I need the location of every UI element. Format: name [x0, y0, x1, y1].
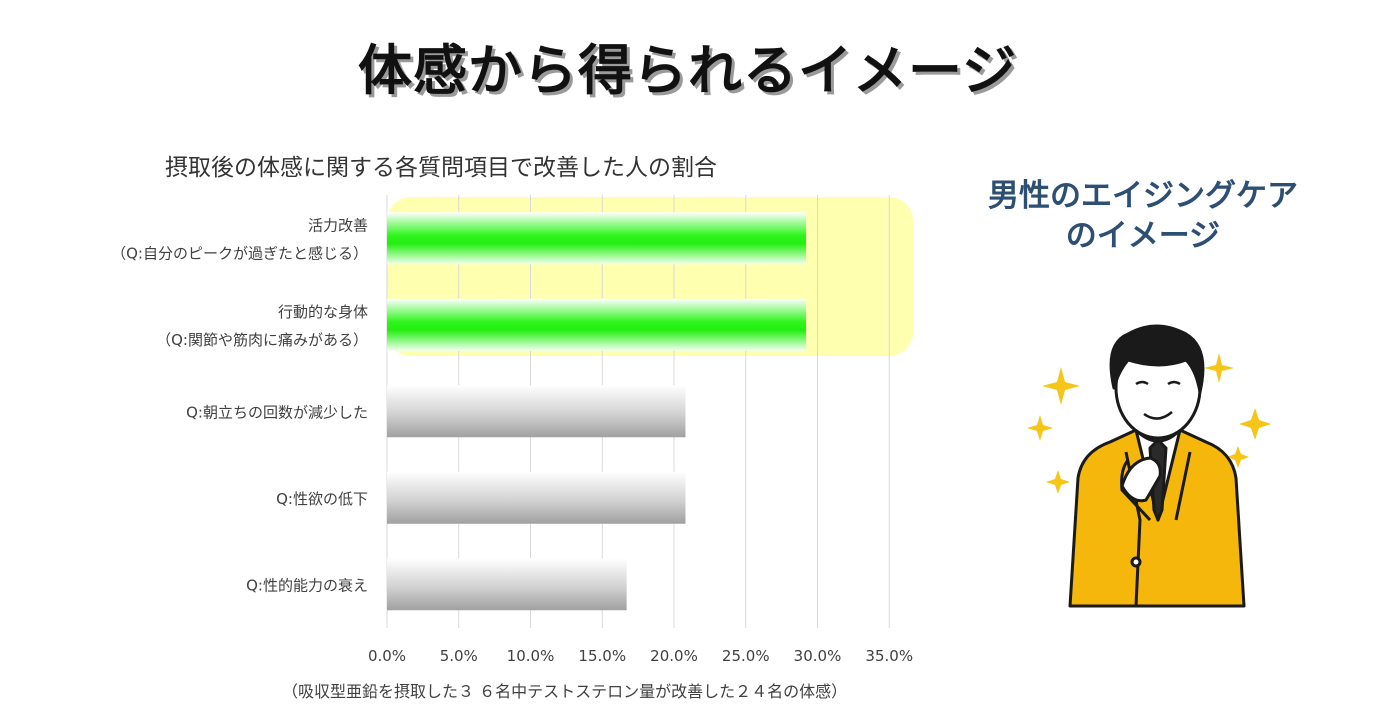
- category-label: Q:性欲の低下: [276, 490, 368, 508]
- x-tick-label: 10.0%: [507, 647, 555, 665]
- sparkle-icon: [1204, 353, 1234, 383]
- category-label: 活力改善: [308, 216, 368, 234]
- sparkle-icon: [1227, 446, 1249, 468]
- sparkle-icon: [1042, 367, 1080, 405]
- x-tick-label: 5.0%: [440, 647, 478, 665]
- bar: [387, 212, 807, 265]
- bar: [387, 385, 686, 438]
- bar: [387, 558, 627, 611]
- chart-footnote: （吸収型亜鉛を摂取した３ ６名中テストステロン量が改善した２４名の体感）: [282, 682, 848, 701]
- category-label: （Q:関節や筋肉に痛みがある）: [156, 331, 368, 349]
- x-tick-label: 35.0%: [865, 647, 913, 665]
- bar: [387, 471, 686, 524]
- category-label: Q:朝立ちの回数が減少した: [186, 403, 368, 421]
- x-tick-label: 20.0%: [650, 647, 698, 665]
- man-figure: [1068, 324, 1246, 608]
- sparkle-icon: [1027, 415, 1053, 441]
- page-title: 体感から得られるイメージ: [358, 39, 1017, 102]
- side-title: 男性のエイジングケア のイメージ: [968, 176, 1318, 256]
- side-title-line-2: のイメージ: [1065, 218, 1221, 254]
- bar-chart: 活力改善 （Q:自分のピークが過ぎたと感じる） 行動的な身体 （Q:関節や筋肉に痛みが…: [111, 195, 914, 665]
- sparkle-icon: [1046, 470, 1070, 494]
- sparkle-icon: [1239, 408, 1271, 440]
- side-title-line-1: 男性のエイジングケア: [988, 178, 1298, 214]
- category-label: （Q:自分のピークが過ぎたと感じる）: [111, 244, 368, 262]
- category-label: Q:性的能力の衰え: [246, 576, 368, 594]
- x-tick-label: 0.0%: [368, 647, 406, 665]
- x-tick-label: 25.0%: [722, 647, 770, 665]
- x-tick-label: 15.0%: [578, 647, 626, 665]
- category-label: 行動的な身体: [278, 303, 368, 321]
- bar: [387, 298, 807, 351]
- chart-title: 摂取後の体感に関する各質問項目で改善した人の割合: [165, 155, 717, 181]
- x-tick-label: 30.0%: [794, 647, 842, 665]
